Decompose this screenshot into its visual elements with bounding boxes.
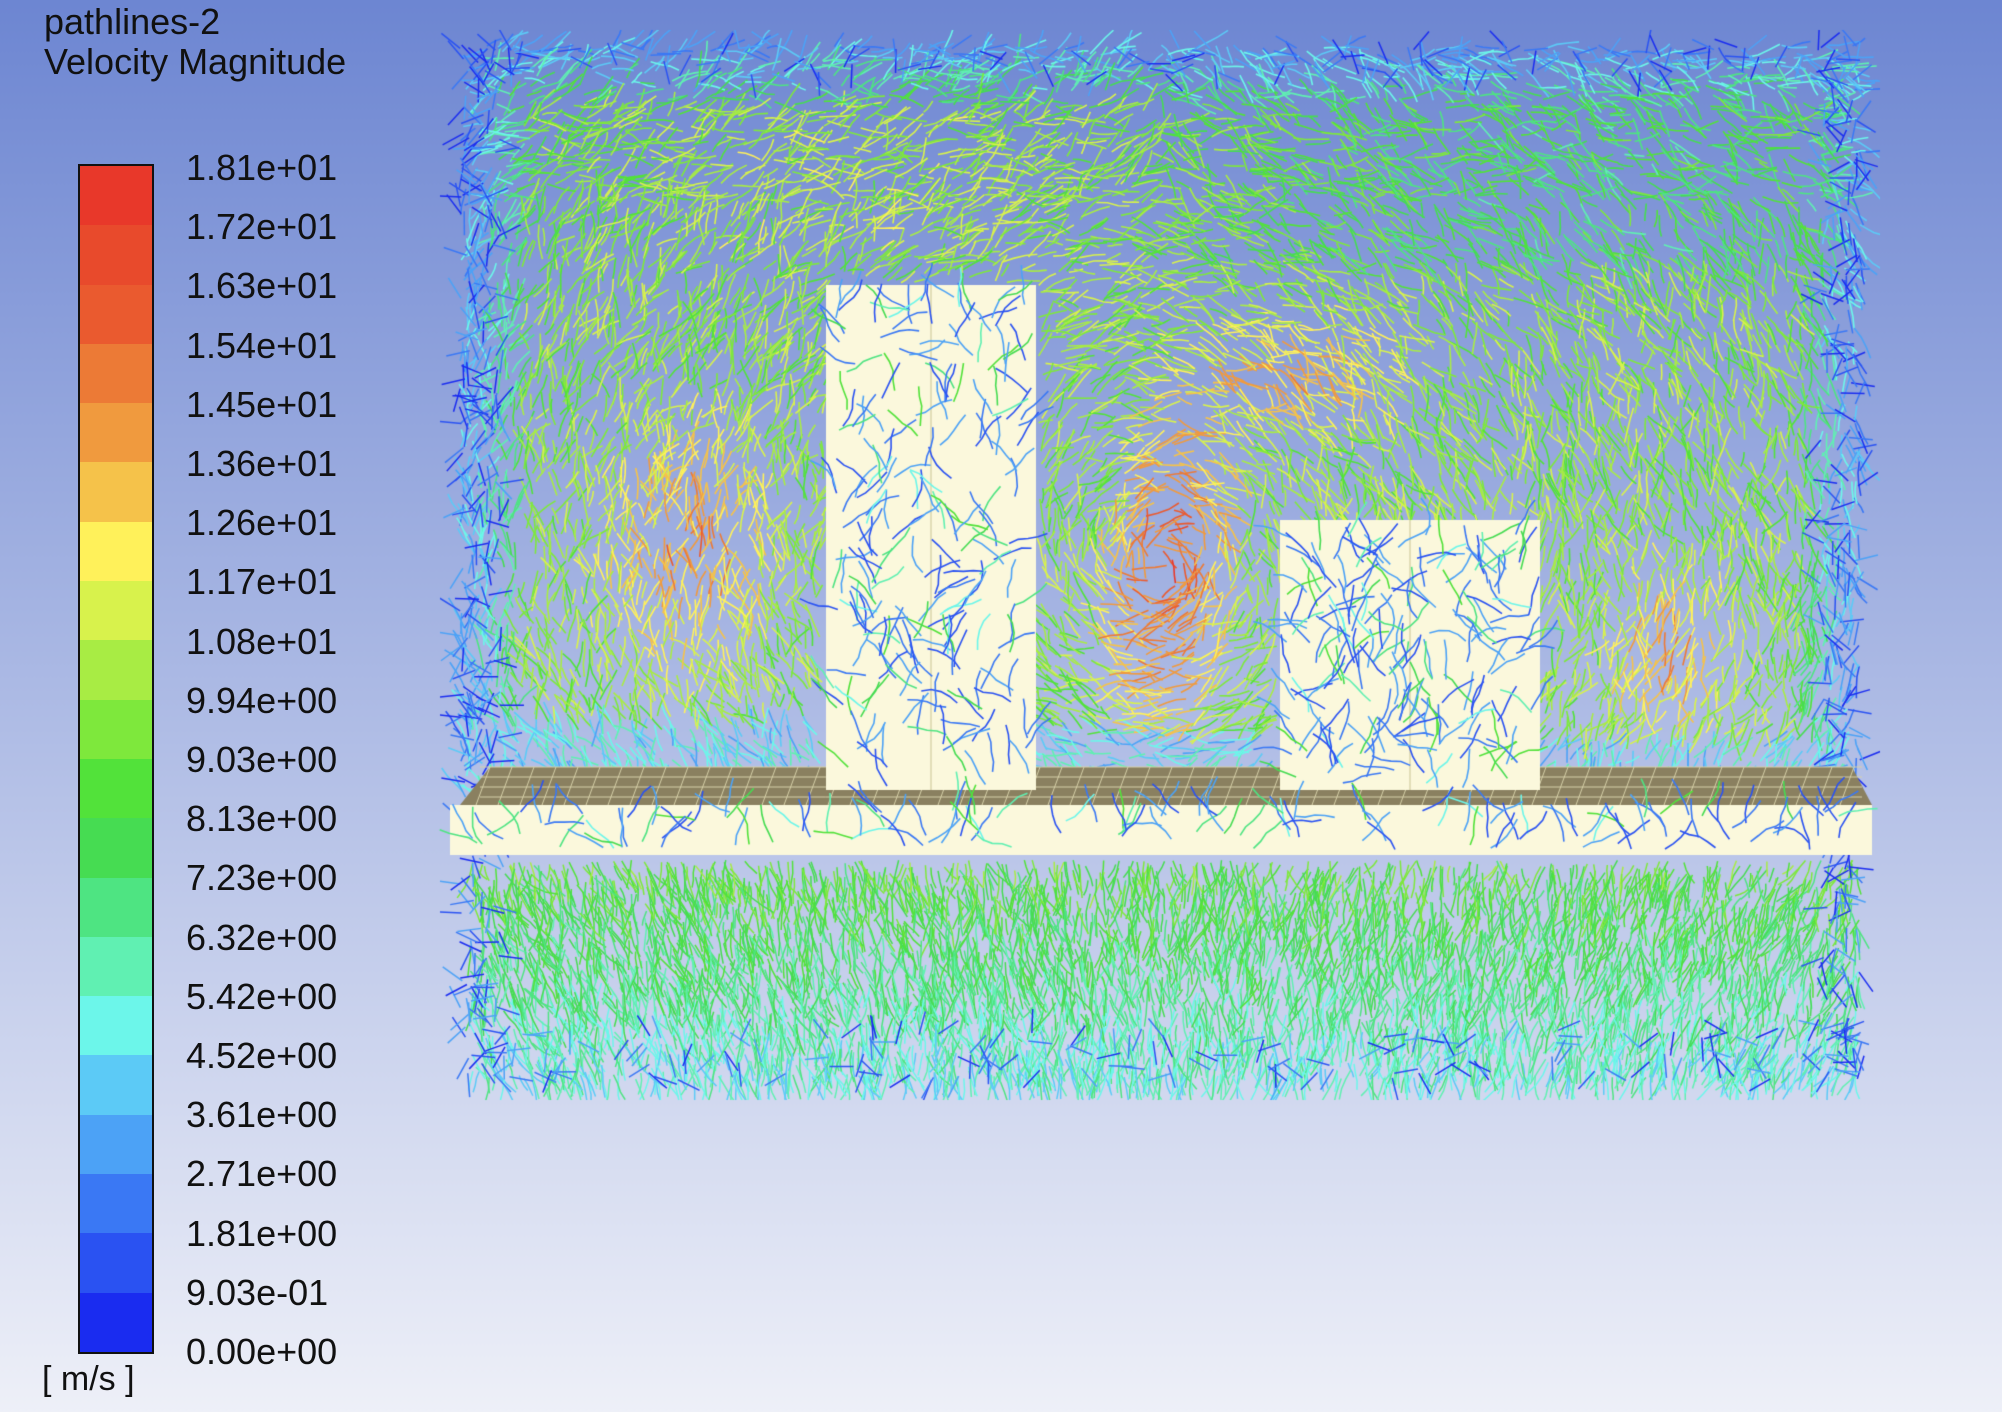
legend-tick-label: 6.32e+00 bbox=[186, 916, 338, 958]
legend-band bbox=[80, 699, 152, 759]
unit-label: [ m/s ] bbox=[42, 1360, 135, 1398]
legend-band bbox=[80, 1233, 152, 1293]
color-legend-bar bbox=[78, 164, 154, 1354]
legend-band bbox=[80, 818, 152, 878]
legend-band bbox=[80, 462, 152, 522]
legend-tick-label: 1.72e+01 bbox=[186, 206, 338, 248]
legend-band bbox=[80, 1055, 152, 1115]
legend-tick-label: 7.23e+00 bbox=[186, 857, 338, 899]
plot-title: pathlines-2 bbox=[44, 1, 221, 42]
legend-band bbox=[80, 403, 152, 463]
legend-band bbox=[80, 225, 152, 285]
legend-tick-label: 1.81e+01 bbox=[186, 147, 338, 188]
legend-tick-label: 0.00e+00 bbox=[186, 1331, 338, 1372]
legend-tick-label: 3.61e+00 bbox=[186, 1094, 338, 1136]
legend-band bbox=[80, 758, 152, 819]
legend-tick-label: 8.13e+00 bbox=[186, 798, 338, 840]
legend-tick-label: 4.52e+00 bbox=[186, 1035, 338, 1076]
legend-tick-label: 1.17e+01 bbox=[186, 561, 338, 603]
legend-band bbox=[80, 1174, 152, 1234]
legend-band bbox=[80, 936, 152, 997]
legend-band bbox=[80, 521, 152, 582]
legend-tick-label: 5.42e+00 bbox=[186, 975, 338, 1017]
legend-band bbox=[80, 343, 152, 404]
legend-tick-label: 1.36e+01 bbox=[186, 443, 338, 484]
legend-tick-label: 1.45e+01 bbox=[186, 383, 338, 425]
legend-band bbox=[80, 284, 152, 344]
legend-tick-label: 1.08e+01 bbox=[186, 620, 338, 662]
legend-band bbox=[80, 1114, 152, 1175]
legend-tick-label: 9.94e+00 bbox=[186, 679, 338, 721]
legend-band bbox=[80, 1292, 152, 1352]
variable-name: Velocity Magnitude bbox=[44, 41, 347, 82]
legend-tick-label: 9.03e+00 bbox=[186, 739, 338, 780]
legend-tick-label: 1.81e+00 bbox=[186, 1212, 338, 1254]
legend-band bbox=[80, 996, 152, 1056]
legend-band bbox=[80, 581, 152, 641]
legend-tick-label: 1.54e+01 bbox=[186, 324, 338, 366]
legend-band bbox=[80, 640, 152, 700]
legend-tick-label: 1.26e+01 bbox=[186, 502, 338, 544]
legend-band bbox=[80, 877, 152, 937]
color-legend-labels: 1.81e+01 1.72e+01 1.63e+01 1.54e+01 1.45e+01… bbox=[186, 0, 386, 1412]
legend-tick-label: 1.63e+01 bbox=[186, 265, 338, 307]
legend-tick-label: 9.03e-01 bbox=[186, 1271, 329, 1313]
legend-band bbox=[80, 166, 152, 226]
legend-tick-label: 2.71e+00 bbox=[186, 1153, 338, 1195]
